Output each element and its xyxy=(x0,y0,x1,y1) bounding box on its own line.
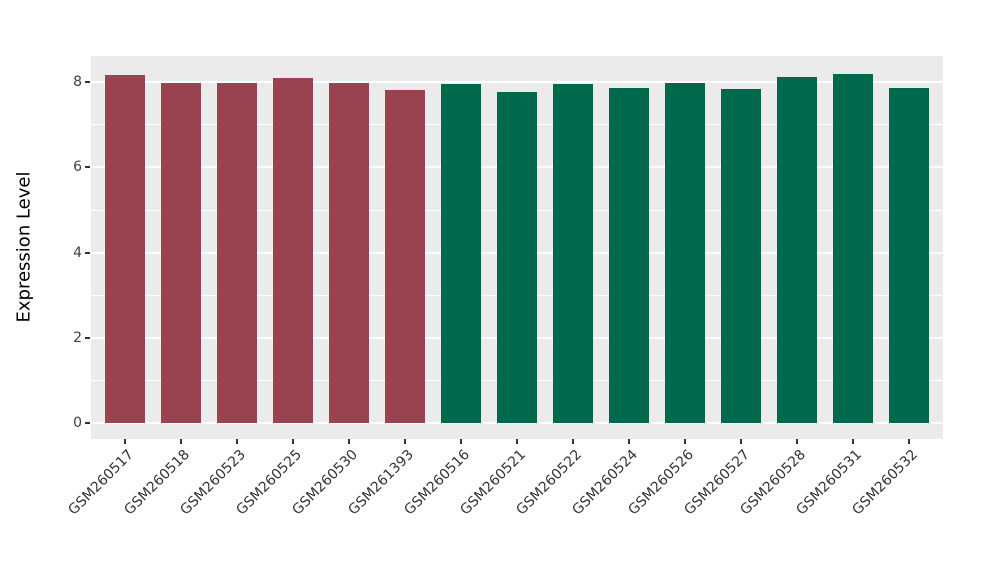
y-tick-mark xyxy=(85,81,90,84)
x-tick-mark xyxy=(740,439,743,444)
bar-GSM260523 xyxy=(217,83,257,423)
x-tick-mark xyxy=(908,439,911,444)
gridline-major xyxy=(91,422,943,424)
bar-GSM260521 xyxy=(497,91,537,423)
gridline-major xyxy=(91,81,943,84)
y-tick-label: 4 xyxy=(73,244,82,261)
x-tick-mark xyxy=(179,439,182,444)
bar-GSM260525 xyxy=(273,77,313,423)
x-tick-mark xyxy=(123,439,126,444)
bar-GSM260527 xyxy=(721,89,761,423)
bar-GSM260522 xyxy=(553,83,593,423)
x-tick-mark xyxy=(684,439,687,444)
bar-GSM260524 xyxy=(609,88,649,423)
bar-GSM260517 xyxy=(105,75,145,423)
plot-panel xyxy=(91,56,943,439)
x-tick-mark xyxy=(628,439,631,444)
x-tick-mark xyxy=(347,439,350,444)
bar-GSM260531 xyxy=(833,74,873,423)
y-tick-label: 6 xyxy=(73,159,82,176)
x-tick-mark xyxy=(291,439,294,444)
y-tick-mark xyxy=(85,166,90,169)
y-tick-label: 2 xyxy=(73,329,82,346)
y-tick-mark xyxy=(85,251,90,254)
bar-GSM260518 xyxy=(161,83,201,423)
y-tick-mark xyxy=(85,336,90,339)
bar-GSM260530 xyxy=(329,83,369,423)
x-tick-mark xyxy=(403,439,406,444)
y-tick-mark xyxy=(85,422,90,424)
x-tick-mark xyxy=(852,439,855,444)
y-tick-label: 0 xyxy=(73,415,82,431)
x-tick-mark xyxy=(235,439,238,444)
x-tick-mark xyxy=(516,439,518,444)
bar-GSM261393 xyxy=(385,89,425,423)
x-tick-mark xyxy=(459,439,462,444)
bar-GSM260526 xyxy=(665,82,705,423)
x-tick-mark xyxy=(572,439,575,444)
bar-GSM260532 xyxy=(889,88,929,423)
y-axis-title-text: Expression Level xyxy=(13,171,35,323)
x-tick-mark xyxy=(796,439,799,444)
y-tick-label: 8 xyxy=(73,74,82,91)
bar-GSM260516 xyxy=(441,83,481,423)
bar-GSM260528 xyxy=(777,76,817,423)
